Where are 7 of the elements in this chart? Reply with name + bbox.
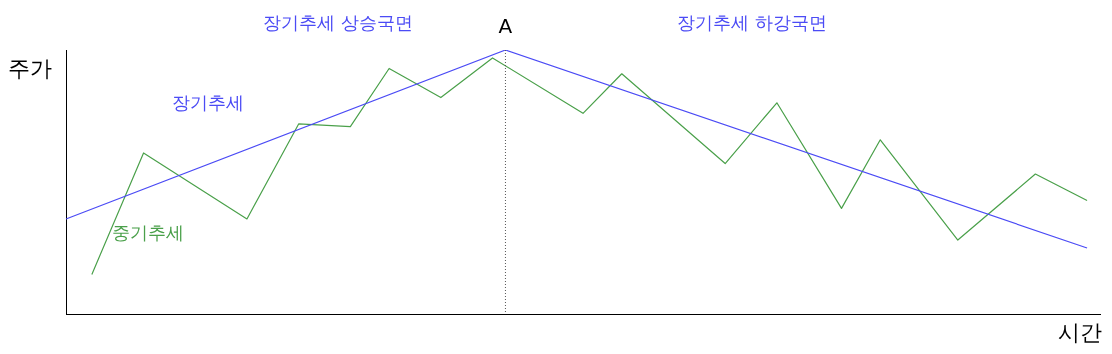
- text: 장기추세 하강국면: [677, 11, 827, 33]
- y-axis-title: 주가: [8, 55, 52, 81]
- x-axis-title: 시간: [1058, 319, 1102, 345]
- series-label: 중기추세: [112, 221, 184, 243]
- series-label: 장기추세: [172, 91, 244, 113]
- text: 장기추세 상승국면: [263, 11, 413, 33]
- annotation: A: [498, 14, 513, 39]
